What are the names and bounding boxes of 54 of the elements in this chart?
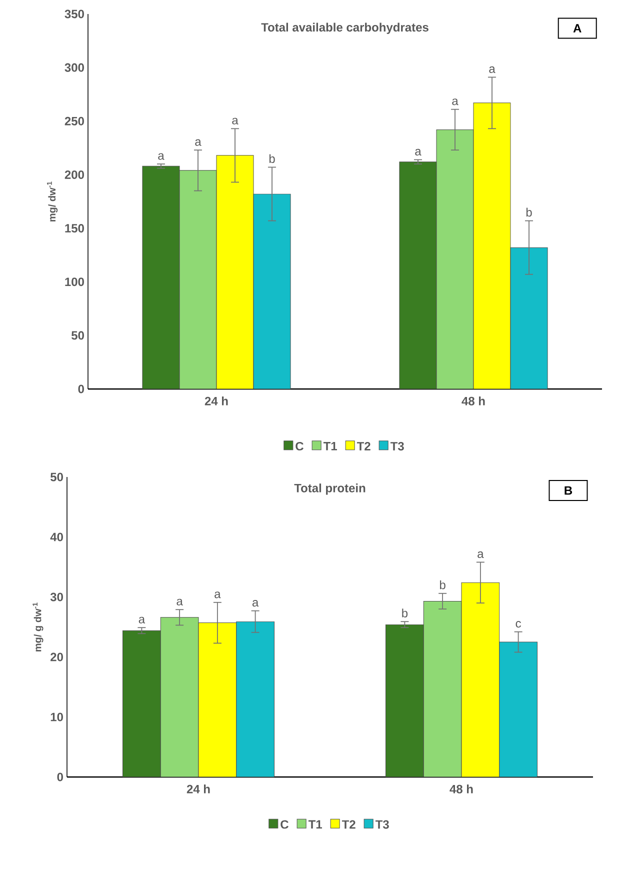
legend-label: T3 bbox=[390, 442, 404, 450]
x-tick-label: 48 h bbox=[450, 784, 473, 794]
annotation: B bbox=[564, 486, 572, 495]
annotation: a bbox=[214, 592, 221, 598]
annotation: b bbox=[269, 154, 275, 163]
text: Total available carbohydrates bbox=[261, 22, 428, 34]
annotation: a bbox=[158, 153, 164, 160]
y-tick-label: 100 bbox=[65, 278, 84, 286]
annotation: a bbox=[232, 118, 238, 124]
annotation: a bbox=[195, 139, 202, 146]
annotation: a bbox=[138, 616, 146, 624]
annotation: b bbox=[402, 608, 408, 618]
y-tick-label: 0 bbox=[78, 384, 84, 394]
annotation: a bbox=[489, 66, 496, 73]
y-tick-label: 350 bbox=[64, 10, 84, 18]
annotation: a bbox=[478, 551, 484, 558]
bar bbox=[436, 129, 474, 389]
y-tick-label: 150 bbox=[65, 224, 84, 233]
legend-label: T2 bbox=[342, 820, 356, 829]
x-tick-label: 24 h bbox=[204, 396, 228, 406]
annotation: A bbox=[573, 24, 582, 32]
annotation: a bbox=[176, 598, 183, 606]
annotation: a bbox=[452, 98, 458, 106]
bar bbox=[399, 162, 437, 389]
y-tick-label: 20 bbox=[50, 652, 63, 662]
text: Total protein bbox=[294, 484, 366, 495]
x-tick-label: 48 h bbox=[462, 396, 485, 406]
y-tick-label: 200 bbox=[64, 170, 84, 179]
legend-label: C bbox=[296, 442, 304, 450]
legend-label: C bbox=[280, 820, 289, 829]
y-axis-title: mg/ dw$^{-1}$ bbox=[47, 182, 58, 222]
bar bbox=[160, 617, 199, 777]
y-axis-title: mg/ g dw$^{-1}$ bbox=[32, 602, 44, 652]
bar bbox=[179, 170, 217, 389]
legend-label: T3 bbox=[375, 820, 389, 829]
annotation: b bbox=[440, 580, 446, 590]
bar bbox=[423, 600, 462, 777]
annotation: c bbox=[516, 621, 521, 628]
y-tick-label: 300 bbox=[64, 63, 84, 72]
y-tick-label: 10 bbox=[50, 712, 63, 722]
y-tick-label: 50 bbox=[50, 472, 63, 482]
bar bbox=[142, 166, 180, 389]
annotation: a bbox=[415, 148, 422, 156]
y-tick-label: 30 bbox=[50, 592, 63, 602]
legend-label: T1 bbox=[308, 820, 322, 829]
y-tick-label: 50 bbox=[71, 331, 84, 340]
y-tick-label: 0 bbox=[57, 772, 63, 782]
legend-label: T2 bbox=[356, 442, 370, 450]
legend-label: T1 bbox=[323, 442, 337, 450]
y-tick-label: 250 bbox=[64, 116, 84, 126]
annotation: a bbox=[252, 600, 259, 607]
annotation: b bbox=[526, 208, 532, 217]
y-tick-label: 40 bbox=[50, 532, 63, 542]
x-tick-label: 24 h bbox=[186, 784, 210, 794]
